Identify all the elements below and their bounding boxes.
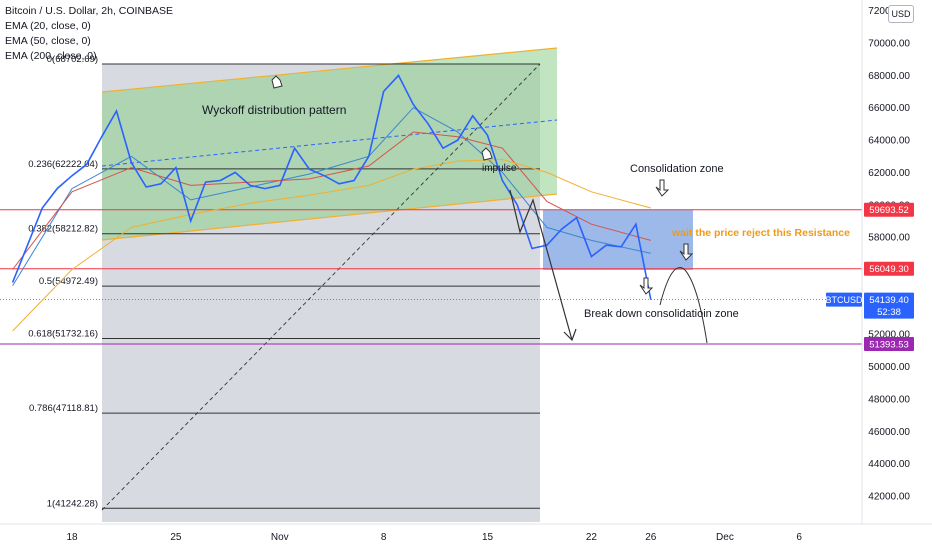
fib-level-label: 0.618(51732.16) xyxy=(28,329,98,340)
price-tick-label: 62000.00 xyxy=(868,168,910,179)
consolidation-box[interactable] xyxy=(543,210,693,270)
time-tick-label: 8 xyxy=(381,532,387,543)
countdown-label: 52:38 xyxy=(877,307,901,318)
currency-button[interactable]: USD xyxy=(888,5,914,23)
horizontal-levels xyxy=(0,209,862,345)
breakdown-arrow-path xyxy=(509,189,573,341)
price-tick-label: 52000.00 xyxy=(868,330,910,341)
price-line[interactable] xyxy=(11,74,652,300)
fib-level-label: 0.382(58212.82) xyxy=(28,224,98,235)
price-tag-label: 51393.53 xyxy=(869,340,909,351)
time-tick-label: Nov xyxy=(271,532,289,543)
fib-level-label: 0.786(47118.81) xyxy=(29,403,98,414)
time-tick-label: 22 xyxy=(586,532,598,543)
chart-legend: Bitcoin / U.S. Dollar, 2h, COINBASE EMA … xyxy=(5,4,173,64)
price-tick-label: 44000.00 xyxy=(868,459,910,470)
time-tick-label: Dec xyxy=(716,532,734,543)
time-tick-label: 18 xyxy=(66,532,78,543)
time-tick-label: 6 xyxy=(796,532,802,543)
fib-trend-line xyxy=(101,63,541,511)
fib-level-label: 0.5(54972.49) xyxy=(39,276,98,287)
symbol-tag-label: BTCUSD xyxy=(825,295,863,305)
indicator-ema50[interactable]: EMA (50, close, 0) xyxy=(5,35,91,47)
ema200-line[interactable] xyxy=(12,158,651,332)
indicator-ema20[interactable]: EMA (20, close, 0) xyxy=(5,20,91,32)
arrow-head xyxy=(563,328,577,342)
price-tick-label: 70000.00 xyxy=(868,39,910,50)
fib-level-label: 0(68702.69) xyxy=(47,54,98,65)
wyckoff-channel[interactable] xyxy=(102,48,557,240)
price-tag-label: 56049.30 xyxy=(869,264,909,275)
annotation-consolidation-zone: Consolidation zone xyxy=(630,163,724,175)
price-tick-label: 68000.00 xyxy=(868,71,910,82)
time-tick-label: 25 xyxy=(170,532,182,543)
fib-level-label: 1(41242.28) xyxy=(47,498,98,509)
annotation-resistance: wait the price reject this Resistance xyxy=(671,227,850,239)
price-tag-label: 54139.40 xyxy=(869,295,909,306)
price-tick-label: 42000.00 xyxy=(868,492,910,503)
price-tick-label: 48000.00 xyxy=(868,394,910,405)
price-tag[interactable] xyxy=(864,261,914,276)
symbol-title: Bitcoin / U.S. Dollar, 2h, COINBASE xyxy=(5,5,174,17)
fib-level-label: 0.236(62222.04) xyxy=(28,159,98,170)
annotation-wyckoff: Wyckoff distribution pattern xyxy=(202,103,346,117)
price-tick-label: 46000.00 xyxy=(868,427,910,438)
price-tag-label: 59693.52 xyxy=(869,205,909,216)
projection-curve xyxy=(659,267,708,344)
price-tag[interactable] xyxy=(864,292,914,319)
price-tick-label: 58000.00 xyxy=(868,233,910,244)
hand-pointer-icon xyxy=(655,179,670,197)
ema50-line[interactable] xyxy=(12,131,651,270)
hand-pointer-icon xyxy=(679,243,694,261)
channel-top-line xyxy=(101,47,558,93)
price-tick-label: 64000.00 xyxy=(868,136,910,147)
time-tick-label: 15 xyxy=(482,532,494,543)
price-series xyxy=(11,74,652,300)
hand-pointer-icon xyxy=(271,75,283,89)
indicator-ema200[interactable]: EMA (200, close, 0) xyxy=(5,50,97,62)
fib-levels: 0(68702.69) 0.236(62222.04) 0.382(58212.82… xyxy=(28,54,540,509)
price-tag[interactable] xyxy=(864,337,914,352)
price-tick-label: 66000.00 xyxy=(868,103,910,114)
annotation-breakdown: Break down consolidatioin zone xyxy=(584,308,739,320)
hand-pointer-icon xyxy=(481,147,493,161)
annotation-impulse: impulse xyxy=(482,163,517,174)
symbol-tag[interactable] xyxy=(826,292,862,307)
price-tag[interactable] xyxy=(864,202,914,217)
price-tick-label: 50000.00 xyxy=(868,362,910,373)
channel-bottom-line xyxy=(101,193,558,241)
time-axis: 18 25 Nov 8 15 22 26 Dec 6 xyxy=(66,532,802,543)
hand-pointer-icon xyxy=(639,277,654,295)
time-tick-label: 26 xyxy=(645,532,657,543)
